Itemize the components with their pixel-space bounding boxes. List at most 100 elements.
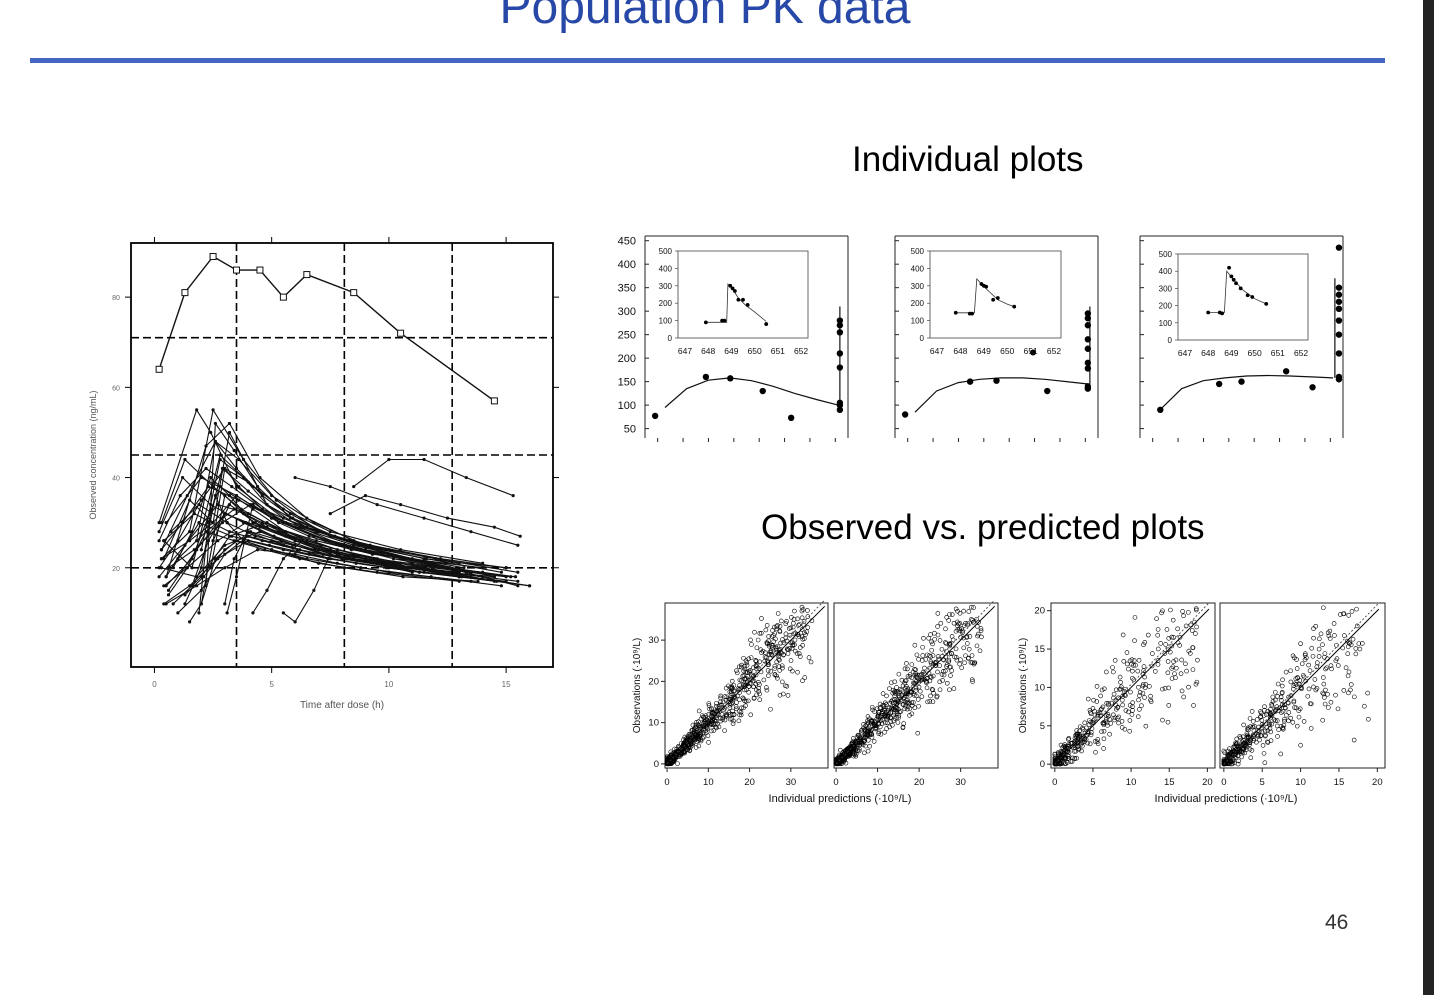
trend-line (666, 599, 826, 765)
subject-observation (220, 521, 225, 525)
obs-pred-point (965, 620, 971, 626)
inset-y-tick-label: 400 (911, 264, 925, 273)
obs-pred-point (792, 637, 798, 643)
obs-pred-point (966, 655, 971, 661)
obs-pred-point (850, 736, 856, 741)
obs-pred-point (776, 650, 782, 656)
obs-pred-point (1168, 607, 1173, 613)
individual-observation-point (1335, 244, 1343, 251)
obs-pred-point (961, 645, 967, 651)
inset-x-tick-label: 649 (1224, 348, 1238, 358)
obs-pred-point (929, 639, 934, 645)
obs-pred-point (1124, 650, 1130, 655)
obs-pred-point (1080, 726, 1086, 732)
obs-pred-point (1094, 699, 1100, 704)
obs-pred-point (781, 640, 786, 645)
obs-pred-point (742, 666, 748, 672)
obs-pred-point (916, 684, 922, 690)
obs-pred-point (1059, 755, 1065, 760)
individual-observation-point (702, 373, 710, 381)
obs-pred-point (1191, 703, 1196, 708)
obs-pred-point (730, 721, 736, 726)
obs-pred-point (1115, 716, 1120, 721)
subject-observation (185, 566, 189, 570)
individual-observation-point (993, 377, 1000, 384)
obs-pred-point (1105, 712, 1111, 717)
subject-observation (272, 534, 276, 538)
obs-pred-point (1127, 728, 1133, 734)
obs-pred-point (1167, 649, 1173, 655)
obs-pred-point (1184, 668, 1189, 674)
obs-pred-x-tick-label: 10 (872, 777, 883, 788)
obs-pred-point (796, 634, 802, 639)
subject-observation (328, 484, 332, 489)
obs-pred-point (867, 743, 873, 749)
obs-pred-point (1270, 698, 1276, 704)
obs-pred-point (887, 686, 892, 691)
obs-pred-point (1092, 712, 1098, 718)
obs-pred-point (1066, 736, 1072, 741)
subject-observation (516, 570, 520, 574)
obs-pred-point (929, 647, 934, 653)
obs-pred-point (919, 671, 925, 677)
subject-observation (527, 584, 532, 588)
obs-pred-point (1276, 727, 1281, 732)
obs-pred-point (1266, 721, 1272, 727)
obs-pred-point (1341, 611, 1347, 616)
obs-pred-point (667, 761, 673, 767)
subject-profile-line (196, 440, 460, 564)
obs-pred-point (1160, 686, 1165, 692)
subject-observation (248, 530, 253, 534)
obs-pred-point (789, 615, 794, 620)
obs-pred-point (799, 627, 805, 632)
obs-pred-point (1275, 694, 1280, 699)
obs-pred-point (689, 736, 694, 741)
obs-pred-point (1323, 666, 1328, 672)
obs-pred-point (741, 655, 746, 661)
obs-pred-point (838, 747, 843, 753)
obs-pred-point (772, 663, 778, 669)
obs-pred-point (881, 703, 887, 708)
obs-pred-point (1130, 700, 1136, 705)
obs-pred-point (1118, 679, 1123, 685)
obs-pred-point (965, 641, 970, 646)
obs-pred-point (1299, 685, 1304, 690)
inset-x-tick-label: 650 (748, 346, 762, 356)
obs-pred-point (1141, 642, 1146, 648)
obs-pred-point (1348, 682, 1354, 687)
inset-observation-point (741, 297, 745, 302)
obs-pred-point (781, 652, 786, 657)
obs-pred-point (788, 625, 794, 631)
individual-y-tick-label: 300 (618, 306, 636, 318)
obs-pred-point (737, 712, 742, 718)
obs-pred-point (948, 673, 953, 678)
obs-pred-point (769, 634, 775, 639)
obs-pred-point (748, 712, 754, 718)
obs-pred-point (1142, 695, 1147, 700)
obs-pred-point (873, 725, 879, 731)
subject-observation (162, 602, 166, 606)
highlight-subject-marker (490, 397, 498, 405)
obs-pred-point (1122, 726, 1128, 732)
obs-pred-point (848, 745, 854, 751)
inset-observation-point (1229, 274, 1234, 279)
subject-observation (164, 575, 168, 579)
obs-pred-point (772, 631, 778, 636)
obs-pred-point (897, 687, 903, 692)
obs-pred-point (703, 717, 708, 723)
subject-observation (162, 584, 166, 588)
obs-pred-point (907, 674, 913, 679)
obs-pred-point (1136, 684, 1141, 690)
obs-pred-x-tick-label: 30 (786, 777, 797, 788)
subject-observation (391, 557, 396, 561)
individual-observation-point (836, 406, 844, 414)
individual-observation-point (836, 399, 844, 406)
obs-pred-point (1231, 757, 1236, 763)
obs-pred-point (746, 656, 752, 662)
obs-pred-point (1247, 740, 1253, 746)
inset-y-tick-label: 300 (659, 282, 673, 291)
obs-pred-point (1115, 704, 1121, 710)
obs-pred-point (1248, 738, 1253, 743)
obs-pred-point (1294, 657, 1299, 662)
obs-pred-point (1353, 651, 1359, 657)
